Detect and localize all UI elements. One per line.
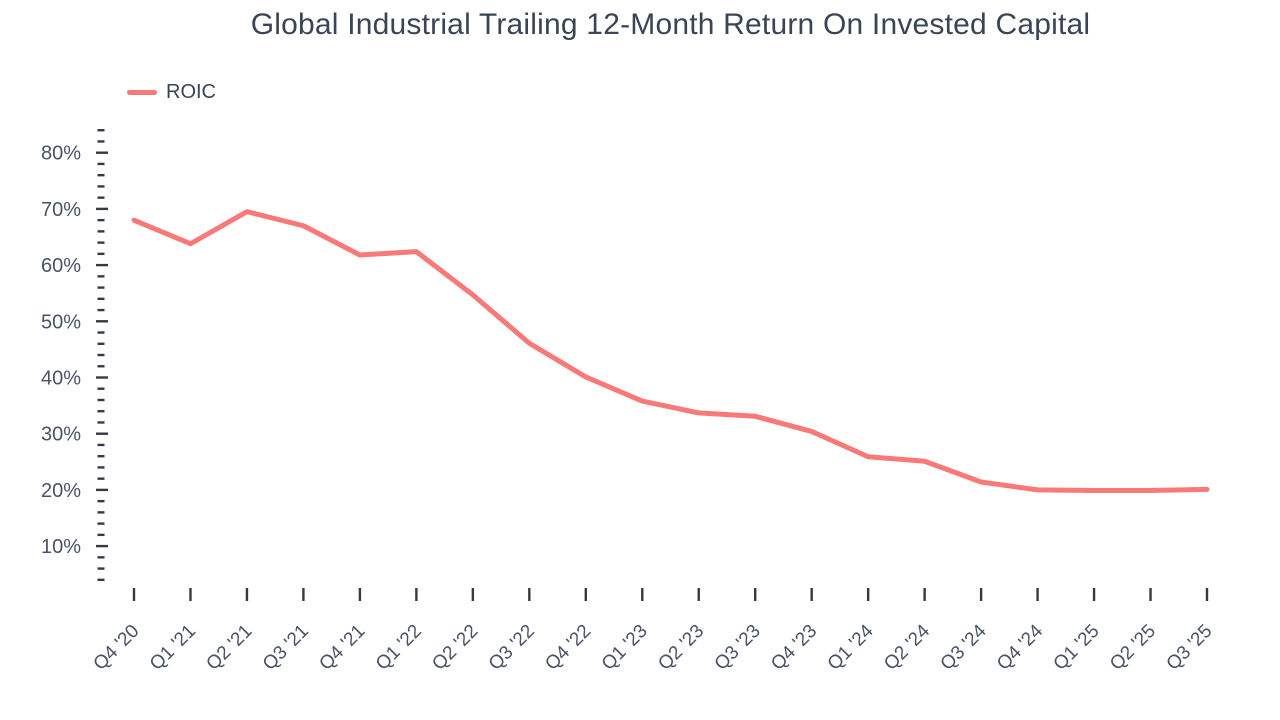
y-axis-tick-label: 60%: [41, 255, 81, 277]
x-axis-ticks: [132, 588, 1209, 601]
x-axis-tick-label: Q3 '23: [711, 621, 765, 675]
y-axis-tick-label: 30%: [41, 424, 81, 446]
x-axis-tick-label: Q2 '21: [202, 621, 256, 675]
x-axis-tick-label: Q4 '20: [90, 621, 144, 675]
x-axis-tick-label: Q2 '22: [428, 621, 482, 675]
y-axis-labels: 80% 70% 60% 50% 40% 30% 20% 10%: [41, 143, 81, 558]
y-axis-tick-label: 50%: [41, 311, 81, 333]
x-axis-tick-label: Q3 '22: [485, 621, 539, 675]
x-axis-tick-label: Q1 '25: [1050, 621, 1104, 675]
x-axis-tick-label: Q3 '21: [259, 621, 313, 675]
y-axis-tick-label: 20%: [41, 480, 81, 502]
x-axis-tick-label: Q4 '24: [993, 620, 1047, 674]
y-axis-tick-label: 10%: [41, 536, 81, 558]
chart-title: Global Industrial Trailing 12-Month Retu…: [250, 8, 1091, 41]
x-axis-tick-label: Q4 '21: [315, 621, 369, 675]
legend-line-swatch-icon: [127, 90, 157, 95]
legend[interactable]: ROIC: [127, 81, 216, 104]
x-axis-tick-label: Q3 '25: [1163, 621, 1217, 675]
legend-label: ROIC: [166, 81, 216, 103]
x-axis-tick-label: Q3 '24: [937, 620, 991, 674]
x-axis-tick-label: Q1 '23: [598, 621, 652, 675]
y-axis-tick-label: 40%: [41, 368, 81, 390]
y-axis-ticks: [96, 129, 108, 582]
roic-series-line: [131, 209, 1210, 493]
x-axis-tick-label: Q1 '24: [824, 620, 878, 674]
x-axis-tick-label: Q4 '23: [767, 621, 821, 675]
series-lines: [131, 209, 1210, 493]
x-axis-tick-label: Q2 '23: [654, 621, 708, 675]
x-axis-tick-label: Q2 '24: [880, 620, 934, 674]
x-axis-tick-label: Q2 '25: [1106, 621, 1160, 675]
x-axis-tick-label: Q1 '22: [372, 621, 426, 675]
x-axis-tick-label: Q1 '21: [146, 621, 200, 675]
y-axis-tick-label: 80%: [41, 143, 81, 165]
x-axis-tick-label: Q4 '22: [541, 621, 595, 675]
y-axis-tick-label: 70%: [41, 199, 81, 221]
x-axis-labels: Q4 '20 Q1 '21 Q2 '21 Q3 '21 Q4 '21 Q1 '22 Q2 '…: [90, 620, 1217, 674]
